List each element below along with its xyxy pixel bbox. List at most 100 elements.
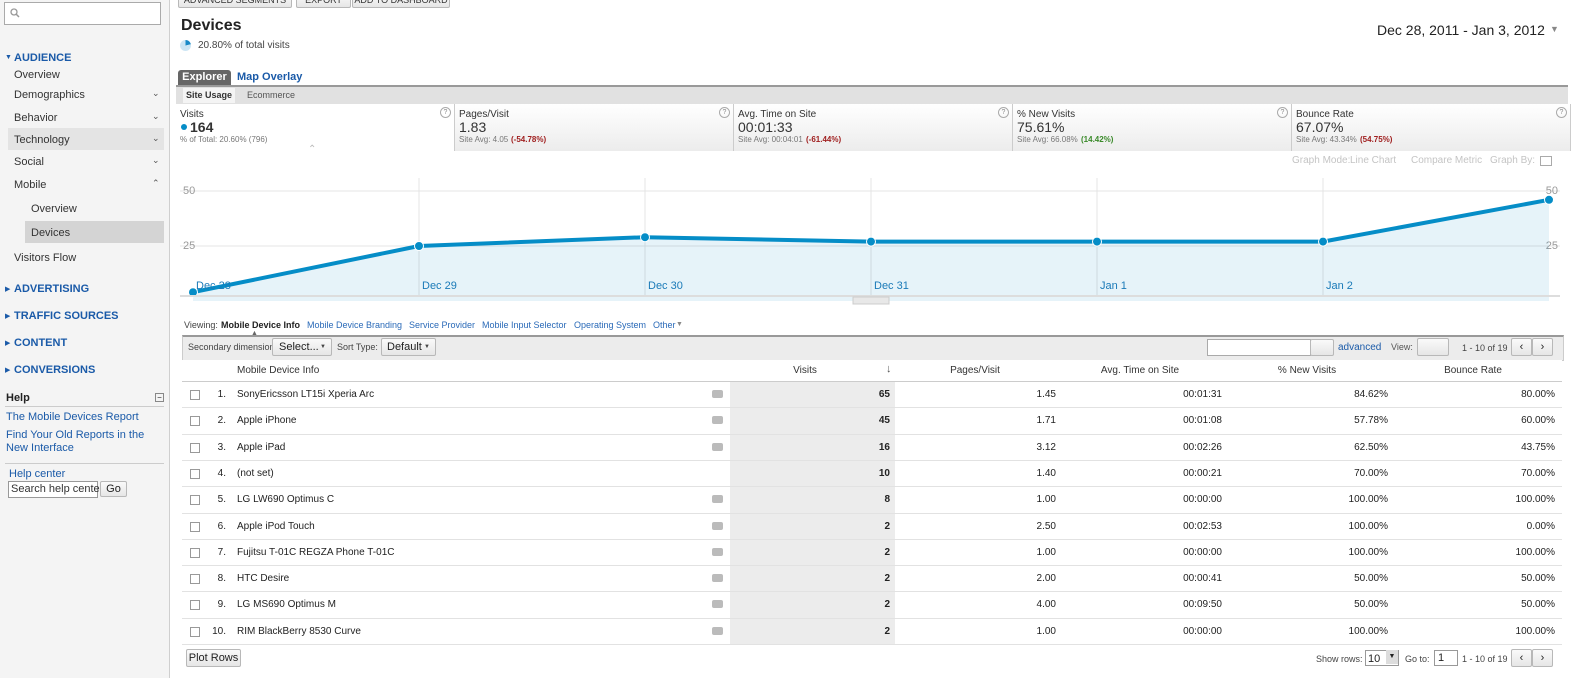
prev-button[interactable]: ‹ [1511, 338, 1532, 356]
scorecard[interactable]: Avg. Time on Site? 00:01:33 Site Avg: 00:0… [734, 104, 1013, 151]
next-button[interactable]: › [1532, 649, 1553, 667]
search-button[interactable] [1310, 339, 1334, 356]
column-header[interactable]: Mobile Device Info [237, 365, 320, 376]
camera-icon[interactable] [712, 600, 723, 609]
device-name[interactable]: HTC Desire [237, 573, 290, 585]
viewing-option[interactable]: Mobile Device Branding [307, 320, 403, 330]
section-title[interactable]: TRAFFIC SOURCES [14, 310, 119, 322]
camera-icon[interactable] [712, 390, 723, 398]
section-title[interactable]: AUDIENCE [14, 52, 72, 64]
help-link[interactable]: Find Your Old Reports in the New Interfa… [6, 429, 145, 454]
tab[interactable]: Map Overlay [237, 71, 303, 83]
viewing-option[interactable]: Operating System [574, 320, 647, 330]
camera-icon[interactable] [712, 574, 723, 583]
nav-item[interactable]: Overview [31, 203, 77, 215]
device-name[interactable]: Fujitsu T-01C REGZA Phone T-01C [237, 546, 395, 558]
sort-select[interactable]: Default [381, 338, 436, 356]
scorecard[interactable]: % New Visits? 75.61% Site Avg: 66.08% (14.4… [1013, 104, 1292, 151]
goto-input[interactable]: 1 [1434, 650, 1458, 666]
row-checkbox[interactable] [190, 416, 200, 427]
row-checkbox[interactable] [190, 626, 200, 637]
nav-item[interactable]: Technology [14, 134, 70, 146]
section-title[interactable]: ADVERTISING [14, 283, 90, 295]
viewing-option[interactable]: Service Provider [409, 320, 476, 330]
column-header[interactable]: Avg. Time on Site [1100, 365, 1180, 376]
scorecard[interactable]: Bounce Rate? 67.07% Site Avg: 43.34% (54.75… [1292, 104, 1571, 151]
camera-icon[interactable] [712, 547, 723, 556]
nav-item[interactable]: Mobile [14, 179, 47, 191]
viewing-option[interactable]: Mobile Input Selector [482, 320, 567, 330]
section-title[interactable]: CONVERSIONS [14, 364, 96, 376]
device-name[interactable]: Apple iPhone [237, 415, 297, 427]
column-header[interactable]: Pages/Visit [950, 365, 1000, 376]
caret: ▶ [5, 286, 11, 293]
column-header[interactable]: % New Visits [1277, 365, 1337, 376]
row-checkbox[interactable] [190, 574, 200, 585]
row-checkbox[interactable] [190, 600, 200, 611]
tab-active[interactable]: Explorer [178, 70, 231, 85]
column-header[interactable]: Visits [793, 365, 817, 376]
cell: 8. [217, 573, 226, 585]
cell: 62.50% [1354, 441, 1388, 453]
scorecard[interactable]: Pages/Visit? 1.83 Site Avg: 4.05 (-54.78%) [455, 104, 734, 151]
prev-button[interactable]: ‹ [1511, 649, 1532, 667]
nav-item[interactable]: Devices [31, 227, 71, 239]
table-search[interactable] [1207, 339, 1311, 356]
nav-item[interactable]: Demographics [14, 89, 85, 101]
graph-control[interactable]: Line Chart [1350, 155, 1397, 166]
toolbar-button[interactable]: ADVANCED SEGMENTS [178, 0, 292, 8]
next-button[interactable]: › [1532, 338, 1553, 356]
section-title[interactable]: CONTENT [14, 337, 68, 349]
column-header[interactable]: Bounce Rate [1444, 365, 1502, 376]
date-range[interactable]: Dec 28, 2011 - Jan 3, 2012 [1377, 22, 1545, 38]
camera-icon[interactable] [712, 495, 723, 504]
graph-control[interactable]: Graph By: [1490, 155, 1536, 166]
scorecard[interactable]: Visits? 164% of Total: 20.60% (796) [176, 104, 455, 151]
camera-icon[interactable] [712, 521, 723, 530]
device-name[interactable]: LG LW690 Optimus C [237, 494, 335, 506]
device-name[interactable]: Apple iPad [237, 441, 286, 453]
nav-item[interactable]: Behavior [14, 112, 58, 124]
subtab-active[interactable]: Site Usage [183, 88, 235, 103]
search-box[interactable] [4, 2, 161, 25]
row-checkbox[interactable] [190, 495, 200, 506]
plot-rows-button[interactable]: Plot Rows [186, 649, 241, 667]
help-search[interactable]: Search help center [8, 481, 103, 498]
help-center-link[interactable]: Help center [9, 468, 66, 480]
subtab[interactable]: Ecommerce [247, 90, 296, 100]
device-name[interactable]: SonyEricsson LT15i Xperia Arc [237, 389, 375, 400]
viewing-option-active[interactable]: Mobile Device Info [221, 320, 301, 330]
cell: 00:02:26 [1183, 441, 1222, 453]
go-button[interactable]: Go [100, 481, 127, 497]
viewing-option[interactable]: Other [653, 320, 676, 330]
row-checkbox[interactable] [190, 521, 200, 532]
cell: 57.78% [1354, 415, 1388, 427]
device-name[interactable]: (not set) [237, 467, 274, 479]
graph-control[interactable]: Compare Metric [1411, 155, 1483, 166]
advanced-link[interactable]: advanced [1338, 342, 1382, 353]
nav-item[interactable]: Visitors Flow [14, 252, 77, 264]
graph-control[interactable]: Graph Mode: [1292, 155, 1351, 166]
row-checkbox[interactable] [190, 547, 200, 558]
help-link[interactable]: The Mobile Devices Report [6, 411, 139, 423]
row-checkbox[interactable] [190, 442, 200, 453]
nav-item[interactable]: Social [14, 156, 44, 168]
camera-icon[interactable] [712, 626, 723, 635]
camera-icon[interactable] [712, 416, 723, 425]
toolbar-button[interactable]: EXPORT [296, 0, 351, 8]
device-name[interactable]: LG MS690 Optimus M [237, 599, 336, 611]
view-button[interactable] [1417, 338, 1449, 356]
help-collapse[interactable]: − [155, 393, 164, 402]
device-name[interactable]: RIM BlackBerry 8530 Curve [237, 625, 361, 637]
camera-icon[interactable] [712, 442, 723, 451]
device-name[interactable]: Apple iPod Touch [237, 520, 315, 532]
help-title: Help [6, 392, 30, 404]
caret: ▶ [5, 313, 11, 320]
cell: 4.00 [1036, 599, 1056, 611]
nav-item[interactable]: Overview [14, 69, 60, 81]
secondary-select[interactable]: Select... [272, 338, 332, 356]
toolbar-button[interactable]: ADD TO DASHBOARD [352, 0, 450, 8]
cell: 60.00% [1521, 415, 1555, 427]
row-checkbox[interactable] [190, 468, 200, 479]
row-checkbox[interactable] [190, 390, 200, 400]
